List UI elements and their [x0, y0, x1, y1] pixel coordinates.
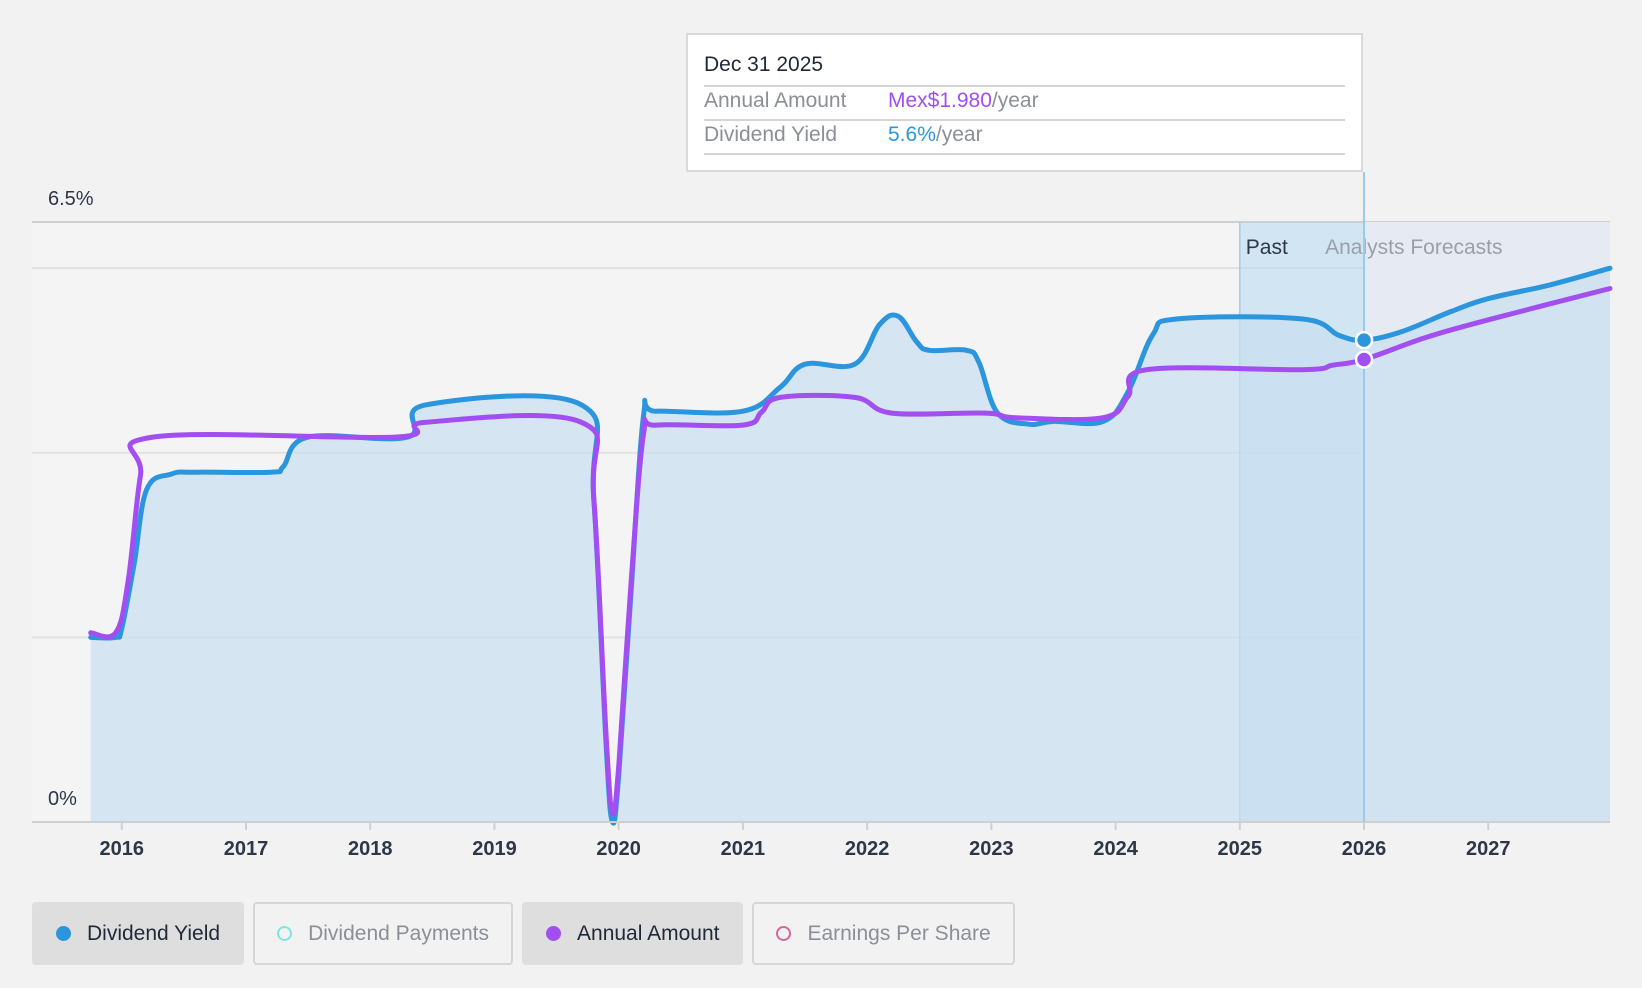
legend-dividend-payments-button[interactable]: Dividend Payments — [253, 902, 514, 965]
series-area — [90, 268, 1611, 824]
markers — [1354, 172, 1374, 822]
y-max-label: 6.5% — [48, 188, 94, 210]
x-tick-label: 2022 — [845, 838, 890, 860]
legend-label: Earnings Per Share — [807, 921, 991, 945]
x-tick-label: 2019 — [472, 838, 517, 860]
labels: 2016 2017 2018 2019 2020 2021 2022 2023 2024 2025… — [48, 188, 1511, 860]
tooltip-yield-unit: /year — [935, 123, 983, 146]
x-tick-label: 2021 — [721, 838, 766, 860]
tooltip-annual-unit: /year — [991, 89, 1039, 112]
legend-dividend-yield-button[interactable]: Dividend Yield — [32, 902, 245, 965]
x-tick-label: 2017 — [224, 838, 269, 860]
tooltip-annual-value: Mex$1.980 — [888, 89, 992, 112]
legend-label: Annual Amount — [577, 921, 720, 945]
chart-tooltip: Dec 31 2025 Annual Amount Mex$1.980/year… — [686, 33, 1363, 172]
annual-line — [88, 286, 1613, 817]
axis — [32, 821, 1610, 830]
tooltip-divider — [704, 119, 1345, 121]
tooltip-yield-value-row: 5.6%/year — [888, 123, 983, 147]
x-tick-label: 2024 — [1093, 838, 1138, 860]
tooltip-yield-value: 5.6% — [888, 123, 936, 146]
filled-dot-icon — [546, 926, 562, 941]
legend-earnings-per-share-button[interactable]: Earnings Per Share — [752, 902, 1015, 965]
tooltip-annual-label: Annual Amount — [704, 89, 847, 112]
x-tick-label: 2020 — [596, 838, 641, 860]
tooltip-yield-label: Dividend Yield — [704, 123, 838, 146]
annual-cursor-marker — [1354, 350, 1374, 369]
chart-legend: Dividend Yield Dividend Payments Annual … — [32, 902, 1015, 965]
forecast-label: Analysts Forecasts — [1325, 236, 1502, 259]
y-min-label: 0% — [48, 788, 77, 810]
tooltip-divider — [704, 153, 1345, 155]
x-tick-label: 2025 — [1218, 838, 1263, 860]
x-tick-label: 2023 — [969, 838, 1014, 860]
legend-annual-amount-button[interactable]: Annual Amount — [522, 902, 744, 965]
x-tick-label: 2016 — [100, 838, 145, 860]
legend-label: Dividend Payments — [308, 921, 490, 945]
legend-label: Dividend Yield — [87, 921, 221, 945]
x-tick-label: 2018 — [348, 838, 393, 860]
series-lines — [88, 265, 1613, 826]
filled-dot-icon — [56, 926, 71, 941]
x-tick-label: 2027 — [1466, 838, 1511, 860]
tooltip-date: Dec 31 2025 — [704, 53, 824, 76]
yield-cursor-marker — [1354, 330, 1374, 350]
tooltip-divider — [704, 85, 1345, 87]
hollow-dot-icon — [776, 926, 792, 941]
hollow-dot-icon — [277, 926, 293, 941]
yield-line — [88, 265, 1613, 826]
past-label: Past — [1246, 236, 1288, 259]
x-tick-label: 2026 — [1342, 838, 1387, 860]
tooltip-annual-value-row: Mex$1.980/year — [888, 89, 1039, 113]
yield-area — [90, 268, 1611, 824]
